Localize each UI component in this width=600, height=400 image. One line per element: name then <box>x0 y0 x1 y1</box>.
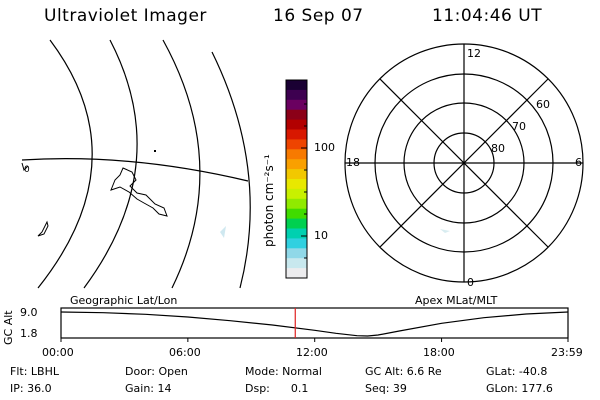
faint-aurora-patch <box>220 226 226 238</box>
time-label: 11:04:46 UT <box>432 6 543 26</box>
colorbar-swatch <box>286 119 307 130</box>
gc-alt-info: GC Alt: 6.6 Re <box>365 365 442 378</box>
colorbar-swatch <box>286 169 307 180</box>
instrument-title: Ultraviolet Imager <box>44 6 207 26</box>
lon-arc-3 <box>162 39 201 289</box>
mlt-label-0: 0 <box>467 276 474 289</box>
colorbar-tick-100: 100 <box>314 141 335 154</box>
colorbar-swatch <box>286 268 307 279</box>
colorbar-swatch <box>286 139 307 150</box>
colorbar-swatch <box>286 89 307 101</box>
colorbar-swatch <box>286 99 307 111</box>
colorbar-swatch <box>286 149 307 160</box>
colorbar-tick-10: 10 <box>314 229 328 242</box>
colorbar-swatch <box>286 238 307 249</box>
colorbar-swatch <box>286 179 307 190</box>
glat-info: GLat: -40.8 <box>486 365 548 378</box>
gc-alt-series-line <box>60 311 569 337</box>
xtick-0600: 06:00 <box>169 346 201 359</box>
colorbar-swatch <box>286 80 307 91</box>
map-dot <box>154 150 156 152</box>
lon-arc-4 <box>211 51 251 289</box>
date-label: 16 Sep 07 <box>273 6 364 26</box>
xtick-2359: 23:59 <box>551 346 583 359</box>
mlat-label-70: 70 <box>512 120 526 133</box>
colorbar-swatch <box>286 218 307 229</box>
mode-info: Mode: Normal <box>245 365 322 378</box>
colorbar-swatch <box>286 129 307 140</box>
glon-info: GLon: 177.6 <box>486 382 553 395</box>
colorbar-frame <box>285 79 308 279</box>
map-marker-label: 0 <box>24 165 30 175</box>
gc-alt-ytick-1-8: 1.8 <box>20 327 38 340</box>
apex-panel-label: Apex MLat/MLT <box>415 294 498 307</box>
colorbar-swatch <box>286 198 307 210</box>
mlat-label-60: 60 <box>536 98 550 111</box>
door-info: Door: Open <box>125 365 188 378</box>
mlat-label-80: 80 <box>491 142 505 155</box>
xtick-1200: 12:00 <box>296 346 328 359</box>
colorbar-swatch <box>286 188 307 200</box>
colorbar-swatch <box>286 208 307 220</box>
dsp-info: Dsp: 0.1 <box>245 382 309 395</box>
gc-alt-ytick-9: 9.0 <box>20 306 38 319</box>
coastline <box>21 162 168 237</box>
gc-alt-frame <box>60 307 569 339</box>
ip-info: IP: 36.0 <box>10 382 52 395</box>
gain-info: Gain: 14 <box>125 382 172 395</box>
polar-diagonal-2 <box>379 78 549 248</box>
filter-info: Flt: LBHL <box>10 365 59 378</box>
colorbar-swatch <box>286 258 307 269</box>
colorbar-swatch <box>286 159 307 170</box>
colorbar-swatch <box>286 248 307 259</box>
geographic-panel-label: Geographic Lat/Lon <box>70 294 178 307</box>
xtick-0000: 00:00 <box>42 346 74 359</box>
lon-arc-2 <box>83 39 138 289</box>
colorbar-swatch <box>286 228 307 239</box>
lon-arc-1 <box>37 39 93 289</box>
longitude-arcs <box>37 39 251 289</box>
xtick-1800: 18:00 <box>423 346 455 359</box>
colorbar-swatch <box>286 109 307 121</box>
latitude-line <box>21 158 249 182</box>
mlt-label-12: 12 <box>467 47 481 60</box>
mlt-label-6: 6 <box>575 156 582 169</box>
polar-faint-patch <box>440 229 450 233</box>
seq-info: Seq: 39 <box>365 382 407 395</box>
mlt-label-18: 18 <box>346 156 360 169</box>
